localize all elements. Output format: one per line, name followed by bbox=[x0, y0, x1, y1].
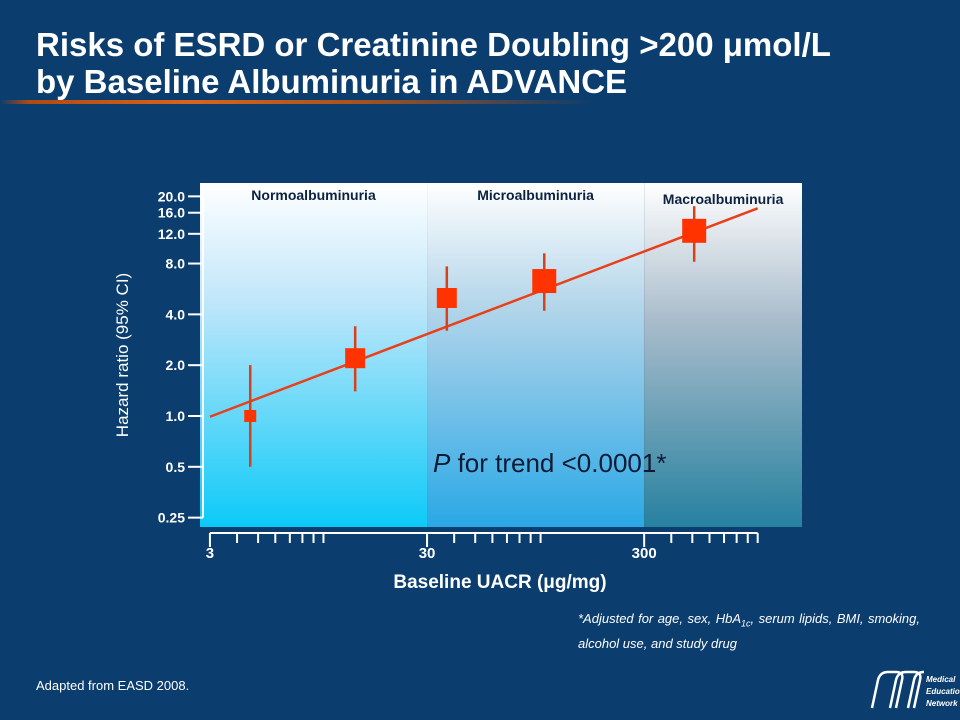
logo-text-education: Education bbox=[926, 687, 960, 696]
region-label-microalbuminuria: Microalbuminuria bbox=[477, 187, 594, 203]
region-macroalbuminuria bbox=[644, 183, 802, 527]
slide-title: Risks of ESRD or Creatinine Doubling >20… bbox=[36, 26, 936, 100]
logo-text-network: Network bbox=[926, 699, 958, 708]
logo-text-medical: Medical bbox=[926, 675, 956, 684]
y-tick-label: 0.5 bbox=[166, 459, 186, 475]
footnote-suffix: , serum lipids, BMI, smoking, alcohol us… bbox=[578, 611, 920, 651]
y-tick-label: 20.0 bbox=[158, 188, 185, 204]
y-tick-label: 0.25 bbox=[158, 510, 185, 526]
region-label-normoalbuminuria: Normoalbuminuria bbox=[251, 187, 376, 203]
footnote: *Adjusted for age, sex, HbA1c, serum lip… bbox=[578, 609, 920, 653]
x-tick-label: 30 bbox=[419, 545, 436, 562]
region-microalbuminuria bbox=[427, 183, 645, 527]
p-italic: P bbox=[433, 448, 451, 478]
x-tick-label: 300 bbox=[632, 545, 657, 562]
y-tick-label: 12.0 bbox=[158, 226, 185, 242]
title-divider bbox=[0, 100, 960, 104]
x-axis-title: Baseline UACR (μg/mg) bbox=[393, 572, 606, 593]
hr-point-3 bbox=[436, 288, 457, 309]
y-axis-title: Hazard ratio (95% CI) bbox=[113, 273, 132, 437]
trend-line bbox=[209, 207, 759, 418]
region-normoalbuminuria bbox=[200, 183, 428, 527]
source-note: Adapted from EASD 2008. bbox=[36, 678, 190, 693]
title-line-2: by Baseline Albuminuria in ADVANCE bbox=[36, 63, 628, 100]
x-tick-label: 3 bbox=[206, 545, 214, 562]
hr-point-1 bbox=[244, 409, 257, 422]
hr-point-5 bbox=[682, 218, 707, 243]
y-tick-label: 16.0 bbox=[158, 205, 185, 221]
y-tick-label: 8.0 bbox=[166, 256, 186, 272]
p-trend-annotation: P for trend <0.0001* bbox=[433, 448, 666, 478]
hr-point-4 bbox=[532, 269, 557, 294]
medical-education-network-logo: Medical Education Network bbox=[870, 670, 960, 709]
y-tick-label: 4.0 bbox=[166, 306, 186, 322]
title-line-1: Risks of ESRD or Creatinine Doubling >20… bbox=[36, 26, 831, 63]
footnote-subscript: 1c bbox=[741, 618, 751, 629]
hr-point-2 bbox=[345, 348, 366, 369]
y-tick-label: 1.0 bbox=[166, 408, 186, 424]
region-label-macroalbuminuria: Macroalbuminuria bbox=[663, 191, 784, 207]
p-trend-text: for trend <0.0001* bbox=[450, 448, 666, 478]
y-tick-label: 2.0 bbox=[166, 357, 186, 373]
footnote-prefix: *Adjusted for age, sex, HbA bbox=[578, 611, 742, 626]
